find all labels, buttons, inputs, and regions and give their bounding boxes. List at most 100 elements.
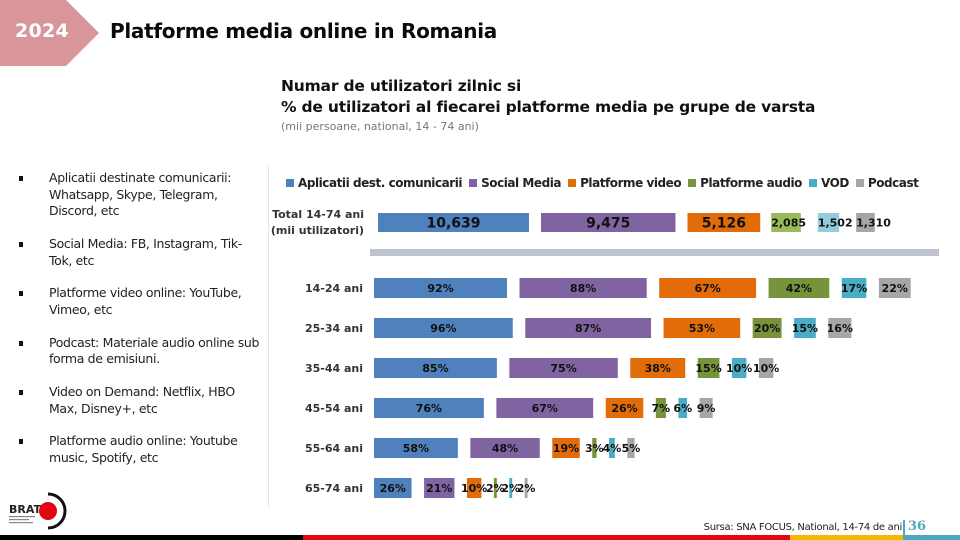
list-item-text: Platforme audio online: Youtube music, S… bbox=[49, 433, 238, 466]
bar bbox=[509, 358, 618, 378]
bullet-icon bbox=[19, 340, 23, 346]
bar bbox=[519, 278, 647, 298]
brat-logo: BRAT bbox=[8, 490, 70, 532]
legend-item: Platforme audio bbox=[688, 176, 802, 190]
total-bar bbox=[541, 213, 676, 232]
bar-label: 5% bbox=[622, 442, 641, 455]
legend-swatch bbox=[808, 179, 817, 187]
bar bbox=[592, 438, 597, 458]
legend-swatch bbox=[568, 179, 577, 187]
year-label: 2024 bbox=[14, 20, 70, 42]
bar-label: 2% bbox=[486, 482, 505, 495]
bar-label: 67% bbox=[532, 402, 558, 415]
row-label: 55-64 ani bbox=[305, 442, 363, 455]
bar-label: 15% bbox=[792, 322, 818, 335]
total-row-label-line2: (mii utilizatori) bbox=[271, 224, 364, 237]
legend-label: Aplicatii dest. comunicarii bbox=[298, 176, 463, 190]
bar-label: 87% bbox=[575, 322, 601, 335]
bar bbox=[878, 278, 911, 298]
footer-segment-yellow bbox=[790, 535, 903, 540]
bar bbox=[841, 278, 867, 298]
list-item-text: Platforme video online: YouTube, Vimeo, … bbox=[49, 285, 242, 317]
bar bbox=[731, 358, 747, 378]
bar-label: 19% bbox=[553, 442, 579, 455]
legend-item: Podcast bbox=[855, 176, 919, 190]
platform-definitions-list: Aplicatii destinate comunicarii: Whatsap… bbox=[18, 170, 263, 483]
bar-label: 92% bbox=[427, 282, 453, 295]
list-item: Video on Demand: Netflix, HBO Max, Disne… bbox=[18, 384, 263, 417]
year-arrow-shape bbox=[0, 0, 99, 66]
chart-legend: Aplicatii dest. comunicarii Social Media… bbox=[286, 176, 919, 190]
bar bbox=[678, 398, 688, 418]
bar bbox=[470, 438, 540, 458]
legend-item: VOD bbox=[808, 176, 849, 190]
row-label: 25-34 ani bbox=[305, 322, 363, 335]
total-bar bbox=[687, 213, 761, 232]
footer-segment-teal bbox=[903, 535, 960, 540]
bar-label: 9% bbox=[697, 402, 716, 415]
bar bbox=[699, 398, 713, 418]
vertical-divider bbox=[268, 166, 269, 508]
total-bar-label: 9,475 bbox=[586, 216, 630, 232]
row-label: 65-74 ani bbox=[305, 482, 363, 495]
bar-label: 20% bbox=[754, 322, 780, 335]
footer-segment-red bbox=[303, 535, 790, 540]
legend-label: Platforme video bbox=[580, 176, 682, 190]
page-number-separator bbox=[903, 520, 905, 536]
list-item-text: Social Media: FB, Instagram, Tik-Tok, et… bbox=[49, 235, 242, 268]
bar bbox=[509, 478, 513, 498]
bar bbox=[493, 478, 497, 498]
bar-label: 10% bbox=[753, 362, 779, 375]
bar-label: 10% bbox=[726, 362, 752, 375]
bar-label: 6% bbox=[673, 402, 692, 415]
total-row-label-line1: Total 14-74 ani bbox=[272, 208, 364, 221]
chart-title: Numar de utilizatori zilnic si % de util… bbox=[281, 76, 815, 118]
total-bar bbox=[856, 213, 875, 232]
bar-label: 26% bbox=[380, 482, 406, 495]
list-item: Podcast: Materiale audio online sub form… bbox=[18, 335, 263, 368]
bar-label: 2% bbox=[517, 482, 536, 495]
chart-title-line1: Numar de utilizatori zilnic si bbox=[281, 77, 522, 95]
bar bbox=[697, 358, 720, 378]
list-item-text: Aplicatii destinate comunicarii: Whatsap… bbox=[49, 170, 232, 219]
chart-title-line2: % de utilizatori al fiecarei platforme m… bbox=[281, 98, 816, 116]
bar-label: 53% bbox=[689, 322, 715, 335]
bar bbox=[374, 278, 507, 298]
bar-label: 85% bbox=[422, 362, 448, 375]
bar-label: 58% bbox=[403, 442, 429, 455]
total-bar-label: 10,639 bbox=[426, 216, 480, 232]
bar-chart: Total 14-74 ani (mii utilizatori) 10,639 9,… bbox=[271, 208, 939, 498]
legend-label: VOD bbox=[820, 176, 849, 190]
row-label: 14-24 ani bbox=[305, 282, 363, 295]
bullet-icon bbox=[19, 390, 23, 396]
legend-swatch bbox=[286, 179, 294, 187]
list-item: Platforme audio online: Youtube music, S… bbox=[18, 433, 263, 466]
total-bar bbox=[771, 213, 801, 232]
total-bar-label: 5,126 bbox=[702, 216, 746, 232]
bar-label: 15% bbox=[695, 362, 721, 375]
legend-item: Social Media bbox=[469, 176, 562, 190]
list-item: Platforme video online: YouTube, Vimeo, … bbox=[18, 285, 263, 318]
bar-label: 3% bbox=[585, 442, 604, 455]
bar bbox=[605, 398, 644, 418]
svg-text:BRAT: BRAT bbox=[9, 503, 42, 516]
bar bbox=[627, 438, 635, 458]
bar bbox=[768, 278, 830, 298]
bullet-icon bbox=[19, 439, 23, 445]
bar bbox=[828, 318, 852, 338]
bar bbox=[466, 478, 482, 498]
bullet-icon bbox=[19, 291, 23, 297]
list-item: Aplicatii destinate comunicarii: Whatsap… bbox=[18, 170, 263, 220]
bar-label: 96% bbox=[430, 322, 456, 335]
page-number: 36 bbox=[908, 519, 927, 534]
list-item-text: Podcast: Materiale audio online sub form… bbox=[49, 334, 260, 367]
bar bbox=[794, 318, 816, 338]
bullet-icon bbox=[19, 241, 23, 247]
bar-label: 7% bbox=[652, 402, 671, 415]
bar-label: 10% bbox=[461, 482, 487, 495]
total-bar-label: 2,085 bbox=[771, 217, 806, 230]
bar bbox=[609, 438, 615, 458]
legend-label: Social Media bbox=[481, 176, 562, 190]
bar bbox=[525, 318, 652, 338]
row-label: 45-54 ani bbox=[305, 402, 363, 415]
